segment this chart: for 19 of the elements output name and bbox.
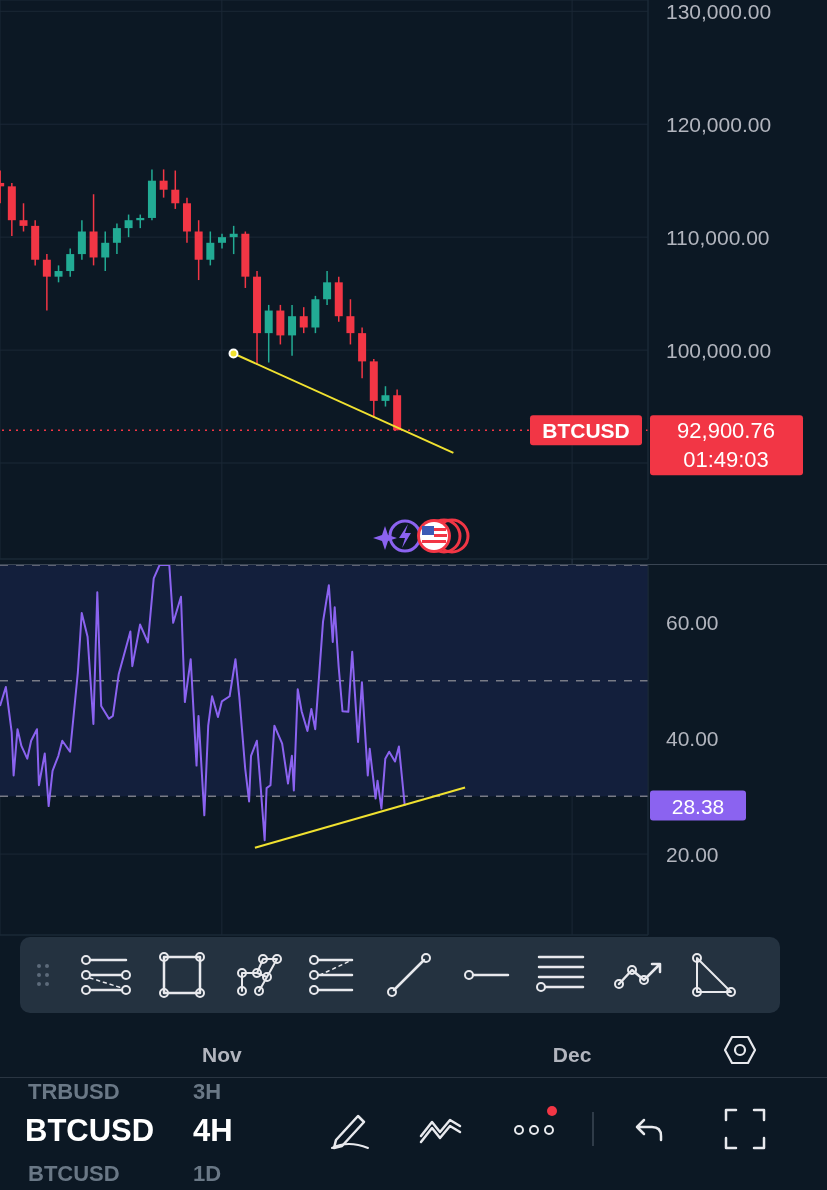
y-tick-label: 100,000.00 [666, 338, 772, 362]
y-tick-label: 40.00 [666, 726, 719, 750]
text: BTCUSD [28, 1161, 120, 1186]
x-tick-label: Dec [552, 1042, 592, 1066]
y-tick-label: 130,000.00 [666, 0, 772, 23]
text: 28.38 [671, 794, 725, 818]
text: BTCUSD [25, 1113, 155, 1148]
y-tick-label: 60.00 [666, 611, 719, 635]
y-tick-label: 20.00 [666, 842, 719, 866]
ref-line-label: BTCUSD [542, 419, 630, 443]
text: 4H [193, 1113, 233, 1148]
text: 92,900.76 [677, 418, 775, 444]
text: 01:49:03 [683, 447, 769, 473]
text: 3H [193, 1079, 222, 1104]
text: 1D [193, 1161, 222, 1186]
x-tick-label: Nov [201, 1042, 242, 1066]
text: TRBUSD [28, 1079, 120, 1104]
y-tick-label: 110,000.00 [666, 225, 770, 249]
y-tick-label: 120,000.00 [666, 112, 772, 136]
